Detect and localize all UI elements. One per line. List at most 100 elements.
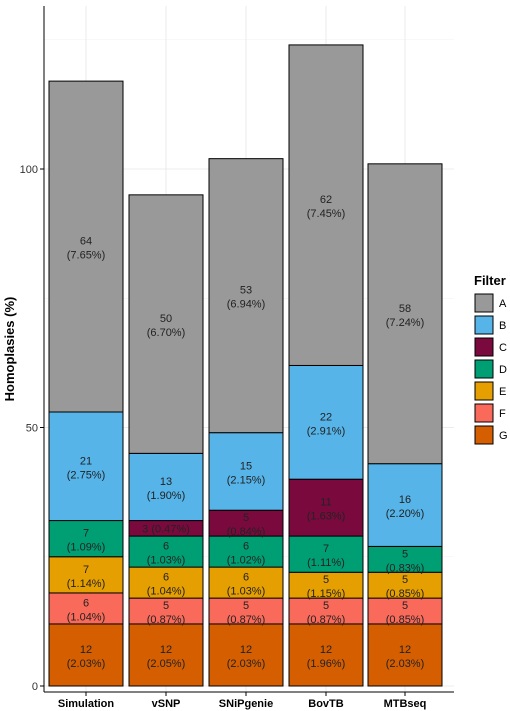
legend-key-e: [474, 381, 494, 401]
y-axis-label: Homoplasies (%): [2, 297, 17, 402]
legend-key-a: [474, 293, 494, 313]
data-label-percent: (6.70%): [147, 327, 186, 339]
bar-segment-a: [48, 80, 124, 413]
bar-segment-c: [288, 478, 364, 537]
bar-segment-b: [128, 452, 204, 522]
data-label-count: 53: [240, 285, 252, 297]
bar-segment-g: [208, 623, 284, 687]
legend-key-d: [474, 359, 494, 379]
data-label-percent: (2.75%): [67, 469, 106, 481]
data-label-count: 21: [80, 455, 92, 467]
data-label-count: 7: [83, 564, 89, 576]
bar-segment-e: [288, 571, 364, 599]
data-label-count: 5: [323, 600, 329, 612]
data-label-count: 5: [402, 574, 408, 586]
data-label-percent: (0.85%): [386, 614, 425, 626]
bar-segment-e: [367, 571, 443, 599]
legend-key-g: [474, 425, 494, 445]
legend-key-b: [474, 315, 494, 335]
x-axis: Simulation vSNP SNiPgenie BovTB MTBseq: [44, 691, 454, 710]
data-label-count: 12: [80, 644, 92, 656]
y-tick-label: 50: [26, 423, 38, 435]
legend-label: C: [499, 342, 507, 354]
x-tick-label: BovTB: [308, 698, 344, 710]
data-label-count: 5: [163, 600, 169, 612]
data-label-percent: (2.03%): [386, 658, 425, 670]
legend-key-f: [474, 403, 494, 423]
legend-key-c: [474, 337, 494, 357]
data-label-percent: (2.15%): [227, 474, 266, 486]
data-label-percent: (0.85%): [386, 588, 425, 600]
x-tick-label: Simulation: [58, 698, 115, 710]
data-label-percent: (1.63%): [307, 511, 346, 523]
data-label-count: 6: [163, 541, 169, 553]
data-label-percent: (1.09%): [67, 542, 106, 554]
bar-segment-a: [288, 44, 364, 366]
data-label-percent: (0.83%): [386, 562, 425, 574]
data-label-percent: (1.15%): [307, 588, 346, 600]
data-label-percent: (7.65%): [67, 250, 106, 262]
bar-segment-b: [367, 463, 443, 547]
bar-segment-f: [208, 597, 284, 625]
data-label-count: 6: [243, 541, 249, 553]
data-label-percent: (1.96%): [307, 658, 346, 670]
data-label-count: 62: [320, 194, 332, 206]
data-label-percent: (1.90%): [147, 490, 186, 502]
bar-segment-e: [128, 566, 204, 599]
bars-group: 12 (2.03%) 12 (2.05%) 12 (2.03%) 12 (1.96%) 12 (2…: [48, 44, 443, 687]
data-label-count: 12: [399, 644, 411, 656]
bar-segment-b: [288, 364, 364, 480]
data-label-count: 12: [240, 644, 252, 656]
data-label-percent: (0.84%): [227, 526, 266, 538]
data-label-percent: (1.02%): [227, 555, 266, 567]
data-label-percent: (0.87%): [307, 614, 346, 626]
y-axis: 0 50 100: [20, 6, 45, 693]
data-label-percent: (1.11%): [307, 557, 345, 569]
data-label-count: 12: [160, 644, 172, 656]
data-label-count: 11: [320, 497, 331, 509]
legend-label: D: [499, 364, 507, 376]
data-label-percent: (1.03%): [227, 586, 266, 598]
bar-segment-f: [128, 597, 204, 625]
bar-segment-g: [48, 623, 124, 687]
data-label-count: 22: [320, 411, 332, 423]
data-label-percent: (7.45%): [307, 208, 346, 220]
bar-segment-g: [367, 623, 443, 687]
data-label-count: 15: [240, 460, 252, 472]
data-label-count: 5: [323, 574, 329, 586]
x-tick-label: SNiPgenie: [219, 698, 273, 710]
data-label-percent: (2.03%): [227, 658, 266, 670]
bar-segment-c: [208, 509, 284, 537]
data-label-percent: (2.20%): [386, 508, 425, 520]
bar-segment-d: [208, 535, 284, 568]
bar-segment-f: [288, 597, 364, 625]
bar-segment-b: [208, 432, 284, 511]
data-label-count: 6: [83, 597, 89, 609]
legend-label: F: [499, 408, 506, 420]
data-label-count: 7: [83, 528, 89, 540]
data-label-percent: (0.87%): [147, 614, 186, 626]
data-label-percent: (1.04%): [147, 586, 186, 598]
data-label-count: 5: [402, 548, 408, 560]
data-label-count: 13: [160, 476, 172, 488]
data-label-count: 64: [80, 236, 92, 248]
data-label-count: 5: [243, 512, 249, 524]
legend-label: G: [499, 430, 508, 442]
legend-label: E: [499, 386, 506, 398]
bar-segment-d: [367, 545, 443, 573]
data-label-count: 7: [323, 543, 329, 555]
data-label-percent: (2.05%): [147, 658, 186, 670]
bar-segment-g: [128, 623, 204, 687]
legend-title: Filter: [474, 273, 506, 288]
x-tick-label: MTBseq: [384, 698, 427, 710]
data-label-percent: (1.03%): [147, 555, 186, 567]
data-label-count: 50: [160, 313, 172, 325]
x-tick-label: vSNP: [152, 698, 181, 710]
data-label-percent: (6.94%): [227, 299, 266, 311]
bar-segment-a: [208, 158, 284, 434]
data-label-count: 3 (0.47%): [142, 523, 190, 535]
legend-label: B: [499, 320, 506, 332]
y-tick-label: 100: [20, 164, 38, 176]
data-label-count: 6: [243, 572, 249, 584]
